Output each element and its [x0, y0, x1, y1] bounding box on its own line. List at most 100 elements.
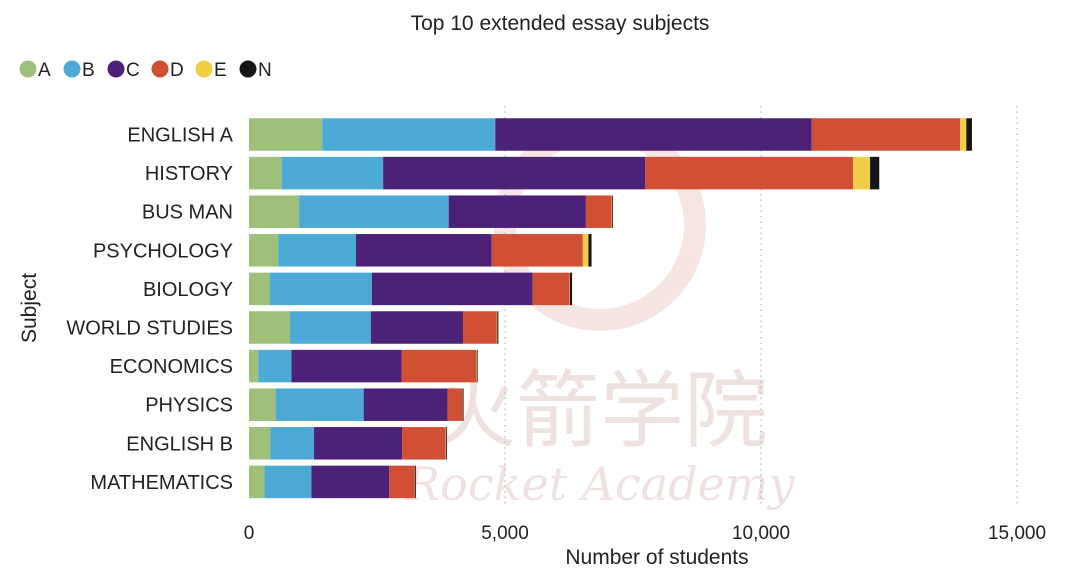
legend-item: B	[63, 60, 95, 81]
bar-segment-e	[445, 427, 447, 460]
bar-segment-a	[249, 388, 276, 421]
bar-segment-e	[611, 195, 613, 228]
bar-segment-n	[476, 349, 478, 383]
bar-segment-c	[291, 349, 402, 383]
bar-segment-d	[401, 349, 477, 383]
bar-group	[249, 349, 478, 383]
bar-segment-a	[249, 311, 290, 344]
bar-segment-b	[269, 272, 372, 306]
bar-segment-n	[966, 118, 972, 151]
bar-segment-d	[585, 195, 612, 228]
legend-marker	[151, 60, 169, 78]
bar-segment-a	[249, 272, 270, 306]
x-tick-labels: 0 5,000 10,000 15,000	[244, 523, 1046, 544]
bar-segment-c	[314, 427, 403, 460]
legend-marker	[63, 60, 81, 78]
category-labels: ENGLISH A HISTORY BUS MAN PSYCHOLOGY BIOLOGY…	[66, 125, 233, 494]
category-label: ENGLISH A	[127, 125, 233, 147]
bar-segment-e	[496, 311, 498, 344]
category-label: WORLD STUDIES	[66, 318, 233, 340]
bar-segment-c	[495, 118, 812, 151]
bar-segment-n	[570, 272, 573, 306]
bar-segment-e	[853, 156, 871, 190]
category-label: PHYSICS	[145, 395, 233, 417]
legend-marker	[239, 60, 257, 78]
category-label: ECONOMICS	[110, 356, 233, 378]
bar-segment-a	[249, 234, 279, 267]
bar-segment-c	[448, 195, 586, 228]
x-tick-label: 15,000	[988, 523, 1046, 544]
bar-segment-n	[497, 311, 499, 344]
bar-segment-n	[588, 234, 592, 267]
bar-segment-a	[249, 195, 300, 228]
bar-segment-b	[264, 465, 312, 499]
bar-group	[249, 388, 464, 421]
bar-group	[249, 195, 613, 228]
bar-segment-d	[389, 465, 415, 499]
bar-segment-d	[447, 388, 463, 421]
bar-segment-b	[281, 156, 384, 190]
x-tick-label: 10,000	[732, 523, 790, 544]
y-axis-label: Subject	[18, 273, 41, 343]
bar-segment-n	[415, 465, 416, 499]
x-axis-label: Number of students	[565, 546, 748, 568]
category-label: ENGLISH B	[126, 433, 233, 455]
legend-label: E	[214, 60, 227, 81]
legend-marker	[195, 60, 213, 78]
bar-segment-d	[491, 234, 583, 267]
watermark: 火箭学院 Rocket Academy	[405, 119, 796, 511]
watermark-text-en: Rocket Academy	[405, 457, 796, 511]
bar-segment-b	[275, 388, 364, 421]
legend-marker	[19, 60, 37, 78]
bar-segment-b	[322, 118, 496, 151]
bar-segment-d	[811, 118, 961, 151]
bar-segment-e	[582, 234, 589, 267]
legend-label: A	[38, 60, 51, 81]
bar-segment-a	[249, 118, 323, 151]
bar-segment-d	[463, 311, 497, 344]
bar-segment-d	[645, 156, 854, 190]
bar-segment-a	[249, 349, 259, 383]
bar-segment-c	[311, 465, 390, 499]
bar-segment-b	[270, 427, 315, 460]
bar-segment-a	[249, 156, 282, 190]
bar-segment-n	[446, 427, 447, 460]
bar-segment-d	[532, 272, 570, 306]
bar-group	[249, 427, 447, 460]
chart-title: Top 10 extended essay subjects	[411, 12, 710, 35]
bar-segment-e	[960, 118, 967, 151]
legend-label: C	[126, 60, 140, 81]
bar-segment-n	[462, 388, 464, 421]
x-tick-label: 5,000	[481, 523, 529, 544]
x-tick-label: 0	[244, 523, 255, 544]
category-label: BUS MAN	[142, 202, 233, 224]
legend-item: E	[195, 60, 227, 81]
bar-group	[249, 311, 499, 344]
bar-segment-e	[569, 272, 571, 306]
bars	[249, 118, 972, 499]
bar-segment-a	[249, 427, 271, 460]
legend-item: A	[19, 60, 51, 81]
bar-segment-a	[249, 465, 265, 499]
bar-group	[249, 272, 573, 306]
bar-segment-c	[356, 234, 492, 267]
bar-segment-b	[299, 195, 449, 228]
bar-segment-d	[402, 427, 446, 460]
bar-group	[249, 156, 880, 190]
bar-group	[249, 465, 416, 499]
legend-item: C	[107, 60, 140, 81]
bar-segment-n	[612, 195, 613, 228]
bar-segment-n	[870, 156, 880, 190]
bar-segment-b	[278, 234, 357, 267]
bar-segment-c	[363, 388, 448, 421]
legend-item: N	[239, 60, 272, 81]
legend-label: D	[170, 60, 184, 81]
bar-segment-b	[289, 311, 371, 344]
bar-segment-c	[370, 311, 464, 344]
bar-group	[249, 118, 972, 151]
category-label: PSYCHOLOGY	[93, 240, 233, 262]
legend-item: D	[151, 60, 184, 81]
